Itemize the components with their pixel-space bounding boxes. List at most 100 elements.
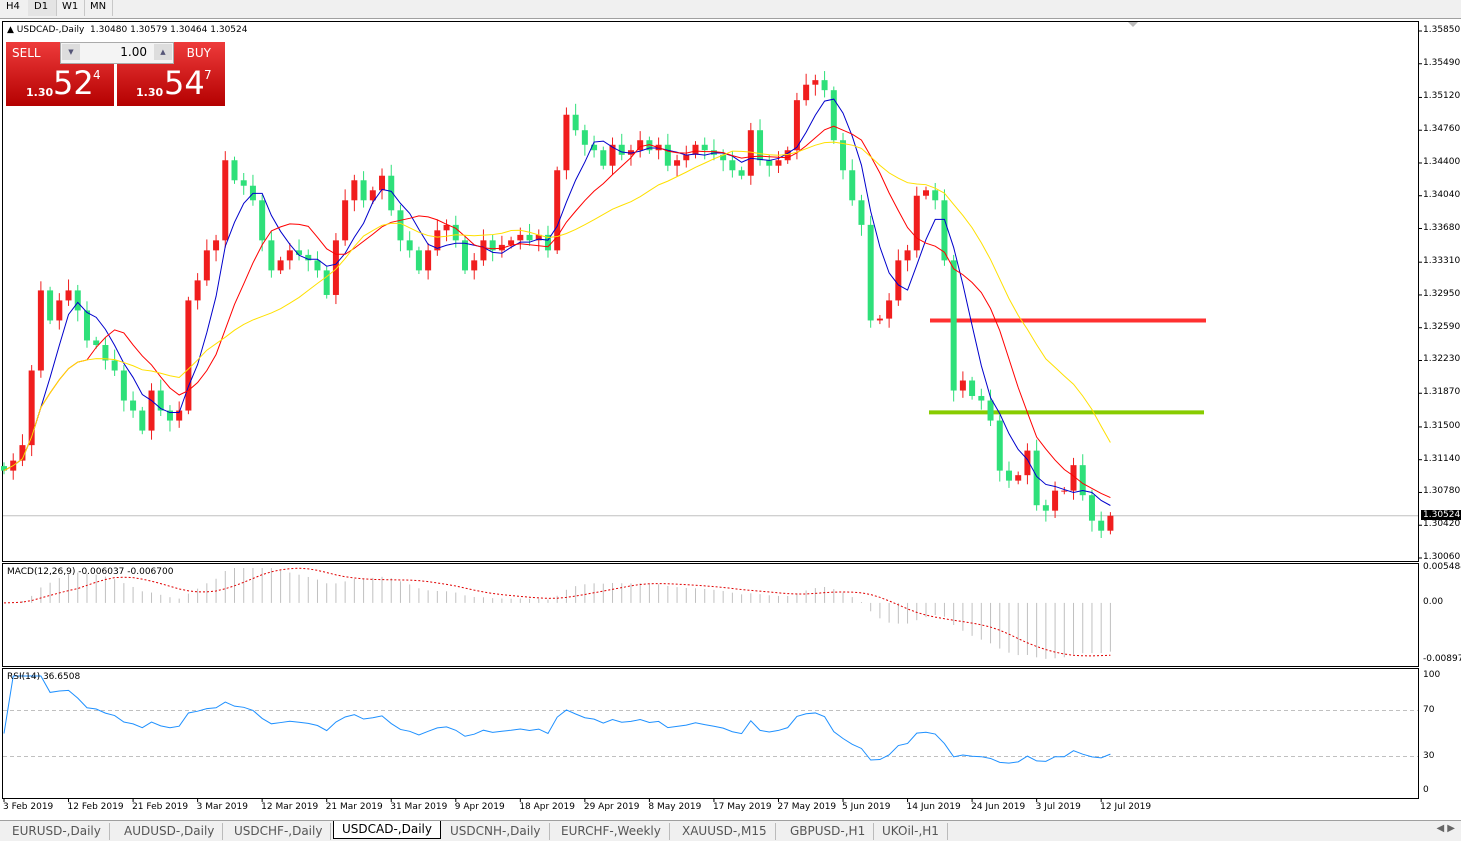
- candle-body: [259, 200, 266, 241]
- candle-body: [130, 400, 137, 411]
- candle-body: [923, 190, 929, 196]
- candle-body: [277, 260, 284, 271]
- candle-body: [314, 260, 321, 271]
- chart-tab[interactable]: EURUSD-,Daily: [4, 823, 110, 840]
- lot-input[interactable]: 1.00: [120, 45, 147, 59]
- macd-pane: [2, 563, 1419, 667]
- chart-tab[interactable]: USDCAD-,Daily: [333, 821, 441, 839]
- candle-body: [1061, 490, 1068, 492]
- candle-body: [93, 340, 100, 346]
- current-price-label: 1.30524: [1421, 509, 1461, 520]
- price-tick-label: 1.31140: [1423, 453, 1461, 464]
- rsi-tick-label: 0: [1423, 785, 1429, 795]
- candle-body: [969, 380, 976, 396]
- ma-slow-line: [3, 141, 1111, 472]
- date-tick-label: 5 Jun 2019: [842, 802, 891, 812]
- candle-body: [563, 114, 570, 171]
- chart-tab[interactable]: GBPUSD-,H1: [782, 823, 875, 840]
- candle-body: [600, 150, 607, 166]
- candle-body: [19, 445, 26, 461]
- candle-body: [747, 130, 754, 176]
- date-tick-label: 29 Apr 2019: [583, 802, 640, 812]
- candle-body: [120, 370, 127, 401]
- candle-body: [627, 150, 634, 155]
- candle-body: [213, 240, 220, 251]
- candle-body: [886, 300, 893, 319]
- chart-tab[interactable]: USDCHF-,Daily: [226, 823, 332, 840]
- chart-header: ▲ USDCAD-,Daily 1.30480 1.30579 1.30464 …: [7, 25, 248, 35]
- lot-increase-icon[interactable]: ▲: [154, 44, 172, 60]
- tab-scroll-arrows-icon[interactable]: ◀ ▶: [1436, 823, 1455, 834]
- candle-body: [913, 195, 920, 251]
- rsi-tick-label: 30: [1423, 750, 1435, 761]
- candle-body: [941, 200, 948, 261]
- price-tick-label: 1.32590: [1423, 321, 1461, 332]
- candle-body: [904, 250, 911, 261]
- candle-body: [581, 130, 588, 145]
- chart-tab[interactable]: USDCNH-,Daily: [442, 823, 550, 840]
- date-tick-label: 8 May 2019: [648, 802, 702, 812]
- candle-body: [286, 250, 293, 261]
- candle-body: [222, 160, 229, 241]
- candle-body: [1052, 490, 1059, 511]
- timeframe-w1[interactable]: W1: [56, 0, 85, 16]
- candle-body: [28, 370, 35, 446]
- date-tick-label: 9 Apr 2019: [454, 802, 505, 812]
- candle-body: [185, 300, 192, 411]
- candle-body: [517, 234, 524, 241]
- candle-body: [83, 310, 90, 341]
- candle-body: [526, 234, 533, 241]
- chart-tab[interactable]: XAUUSD-,M15: [674, 823, 776, 840]
- lot-decrease-icon[interactable]: ▼: [62, 44, 80, 60]
- candle-body: [867, 224, 874, 321]
- candle-body: [471, 260, 478, 271]
- date-tick-label: 24 Jun 2019: [971, 802, 1026, 812]
- price-tick-label: 1.33680: [1423, 222, 1461, 233]
- candle-body: [950, 260, 957, 391]
- candle-body: [148, 390, 155, 431]
- candle-body: [1015, 475, 1022, 481]
- sell-price-big: 52: [53, 64, 94, 102]
- timeframe-d1[interactable]: D1: [28, 0, 57, 16]
- candle-body: [508, 240, 515, 245]
- candle-body: [554, 170, 561, 251]
- rsi-pane: [2, 668, 1419, 799]
- candle-body: [1033, 450, 1040, 506]
- ma-fast-line: [3, 98, 1111, 506]
- price-tick-label: 1.34760: [1423, 124, 1461, 135]
- chart-tab[interactable]: EURCHF-,Weekly: [553, 823, 670, 840]
- candle-body: [821, 80, 828, 91]
- candle-body: [388, 175, 395, 211]
- candle-body: [489, 240, 496, 251]
- candle-body: [1042, 505, 1049, 511]
- candle-body: [47, 290, 54, 321]
- candle-body: [996, 420, 1003, 471]
- price-tick-label: 1.30420: [1423, 519, 1461, 530]
- candle-body: [766, 160, 773, 166]
- buy-price-big: 54: [164, 64, 205, 102]
- candle-body: [775, 160, 782, 166]
- rsi-tick-label: 70: [1423, 704, 1435, 715]
- candle-body: [240, 180, 247, 186]
- candle-body: [1024, 450, 1031, 476]
- candle-body: [720, 154, 727, 161]
- candle-body: [231, 160, 238, 181]
- price-tick-label: 1.33310: [1423, 256, 1461, 267]
- chart-tab[interactable]: UKOil-,H1: [874, 823, 948, 840]
- candle-body: [323, 270, 330, 295]
- price-tick-label: 1.31870: [1423, 387, 1461, 398]
- candle-body: [932, 190, 939, 201]
- candle-body: [425, 250, 432, 271]
- date-tick-label: 18 Apr 2019: [519, 802, 575, 812]
- macd-tick-label: 0.00: [1423, 596, 1444, 607]
- price-tick-label: 1.34400: [1423, 156, 1461, 167]
- timeframe-mn[interactable]: MN: [84, 0, 113, 16]
- candle-body: [305, 254, 312, 261]
- date-tick-label: 3 Mar 2019: [196, 802, 248, 812]
- chart-tab[interactable]: AUDUSD-,Daily: [116, 823, 224, 840]
- lot-size-stepper[interactable]: ▼ 1.00 ▲: [60, 42, 174, 64]
- candle-body: [544, 234, 551, 251]
- candle-body: [757, 130, 764, 161]
- candle-body: [1, 466, 7, 471]
